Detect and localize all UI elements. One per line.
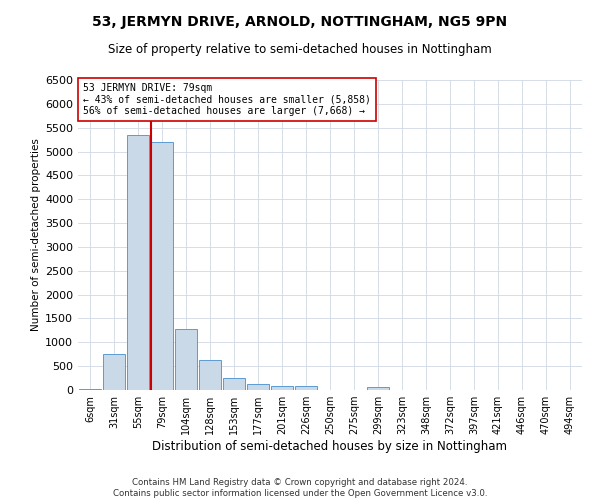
Bar: [175, 329, 197, 390]
Text: Size of property relative to semi-detached houses in Nottingham: Size of property relative to semi-detach…: [108, 42, 492, 56]
Bar: [199, 360, 221, 390]
Bar: [271, 386, 293, 390]
Y-axis label: Number of semi-detached properties: Number of semi-detached properties: [31, 138, 41, 332]
Bar: [247, 384, 269, 390]
Bar: [103, 354, 125, 390]
Bar: [127, 135, 149, 390]
Bar: [367, 388, 389, 390]
Bar: [223, 378, 245, 390]
Text: 53 JERMYN DRIVE: 79sqm
← 43% of semi-detached houses are smaller (5,858)
56% of : 53 JERMYN DRIVE: 79sqm ← 43% of semi-det…: [83, 83, 371, 116]
Text: Contains HM Land Registry data © Crown copyright and database right 2024.
Contai: Contains HM Land Registry data © Crown c…: [113, 478, 487, 498]
Bar: [79, 388, 101, 390]
Bar: [295, 386, 317, 390]
Text: 53, JERMYN DRIVE, ARNOLD, NOTTINGHAM, NG5 9PN: 53, JERMYN DRIVE, ARNOLD, NOTTINGHAM, NG…: [92, 15, 508, 29]
X-axis label: Distribution of semi-detached houses by size in Nottingham: Distribution of semi-detached houses by …: [152, 440, 508, 453]
Bar: [151, 142, 173, 390]
